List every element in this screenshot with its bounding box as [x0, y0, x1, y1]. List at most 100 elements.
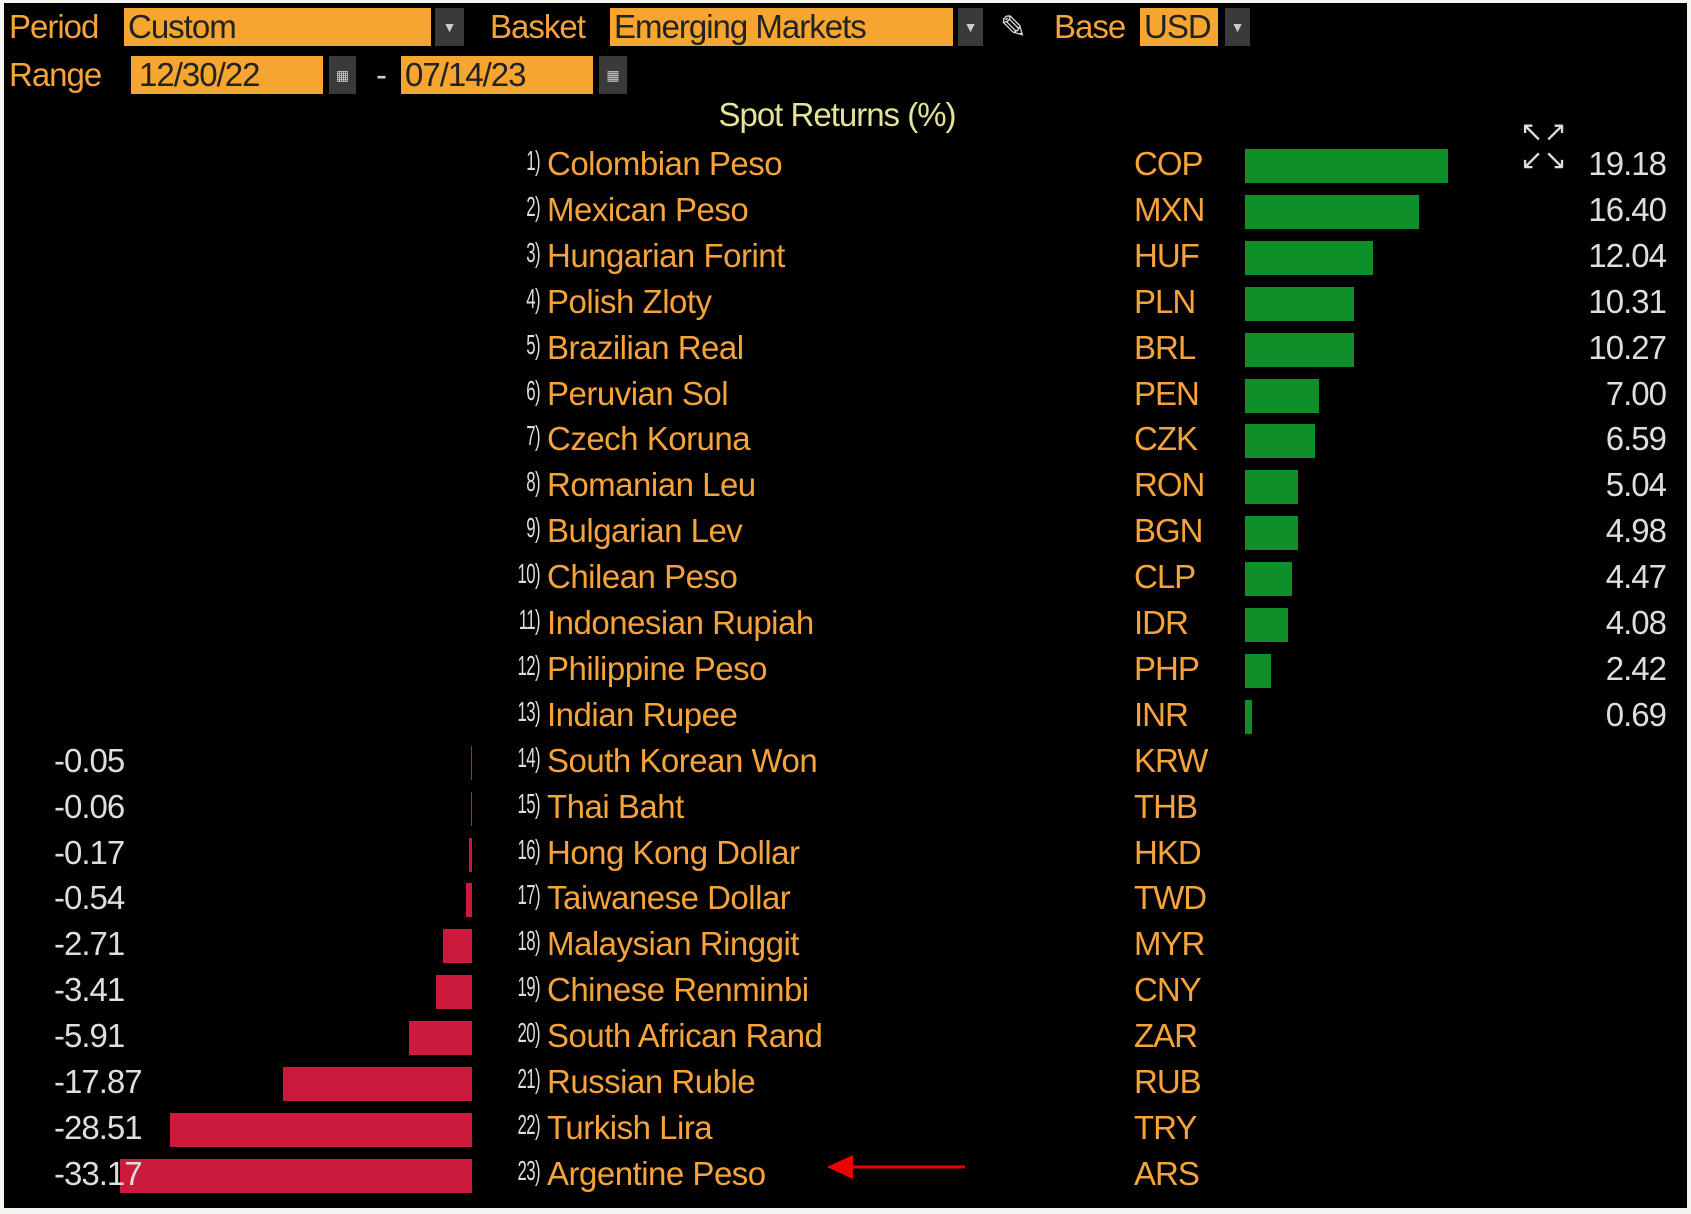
currency-name: Taiwanese Dollar: [547, 879, 791, 917]
rank-label: 5): [526, 328, 540, 360]
currency-code: COP: [1134, 145, 1204, 182]
value-label: -33.17: [54, 1154, 143, 1192]
pencil-icon[interactable]: ✎: [1000, 9, 1027, 45]
base-label: Base: [1054, 8, 1126, 45]
currency-code: BGN: [1134, 512, 1204, 550]
rank-label: 13): [517, 695, 541, 727]
currency-code: CZK: [1134, 420, 1198, 458]
currency-code: CLP: [1134, 558, 1196, 596]
rank-label: 7): [526, 420, 540, 452]
currency-name: Argentine Peso: [547, 1154, 766, 1192]
value-label: 12.04: [1588, 236, 1667, 274]
expand-icon[interactable]: ↖↗ ↙↘: [1520, 116, 1567, 175]
currency-code: THB: [1134, 787, 1198, 825]
rank-label: 9): [526, 512, 540, 544]
currency-code: PEN: [1134, 374, 1200, 412]
base-dropdown-chevron-icon[interactable]: ▼: [1225, 8, 1250, 46]
rank-label: 15): [517, 787, 541, 819]
range-end-input[interactable]: 07/14/23: [401, 56, 593, 94]
rank-label: 10): [517, 558, 541, 590]
value-label: 5.04: [1605, 466, 1667, 504]
basket-select[interactable]: Emerging Markets: [610, 8, 953, 46]
rank-label: 18): [517, 925, 541, 957]
bar-negative: [409, 1021, 472, 1056]
currency-code: PHP: [1134, 649, 1200, 687]
rank-label: 14): [517, 741, 541, 773]
period-label: Period: [9, 8, 99, 45]
value-label: 10.27: [1588, 328, 1667, 366]
rank-label: 21): [517, 1063, 541, 1094]
currency-code: RON: [1134, 466, 1205, 504]
currency-name: Bulgarian Lev: [547, 512, 743, 550]
calendar-icon[interactable]: ▦: [599, 56, 627, 94]
currency-code: INR: [1134, 695, 1189, 733]
bar-positive: [1245, 194, 1419, 229]
highlight-arrow-icon: [827, 1155, 965, 1179]
bar-positive: [1245, 240, 1373, 275]
currency-code: RUB: [1134, 1063, 1202, 1100]
range-start-input[interactable]: 12/30/22: [131, 56, 323, 94]
bar-negative: [471, 745, 472, 780]
value-label: 16.40: [1588, 190, 1667, 228]
currency-name: South Korean Won: [547, 741, 818, 779]
currency-code: IDR: [1134, 604, 1189, 641]
currency-code: ZAR: [1134, 1017, 1198, 1055]
currency-code: HKD: [1134, 833, 1202, 871]
currency-code: KRW: [1134, 741, 1208, 779]
value-label: -5.91: [54, 1017, 125, 1055]
rank-label: 11): [518, 604, 541, 635]
basket-label: Basket: [490, 8, 586, 45]
value-label: -3.41: [54, 971, 125, 1009]
currency-name: Indonesian Rupiah: [547, 604, 814, 641]
value-label: -2.71: [54, 925, 125, 963]
rank-label: 4): [526, 282, 540, 314]
period-dropdown-chevron-icon[interactable]: ▼: [435, 8, 464, 46]
rank-label: 19): [517, 971, 541, 1003]
bar-negative: [435, 975, 472, 1010]
bar-negative: [469, 837, 472, 872]
rank-label: 16): [517, 833, 541, 865]
currency-name: South African Rand: [547, 1017, 823, 1055]
currency-code: HUF: [1134, 236, 1200, 274]
currency-name: Polish Zloty: [547, 282, 712, 320]
calendar-icon[interactable]: ▦: [329, 56, 356, 94]
bar-positive: [1245, 608, 1289, 642]
currency-name: Indian Rupee: [547, 695, 738, 733]
bar-positive: [1245, 332, 1354, 367]
value-label: 19.18: [1588, 145, 1667, 182]
currency-name: Czech Koruna: [547, 420, 751, 458]
value-label: 7.00: [1605, 374, 1667, 412]
bar-positive: [1245, 286, 1355, 321]
chart-title: Spot Returns (%): [718, 96, 956, 133]
value-label: 2.42: [1605, 649, 1667, 687]
rank-label: 6): [526, 374, 540, 406]
basket-dropdown-chevron-icon[interactable]: ▼: [958, 8, 983, 46]
bar-negative: [443, 929, 472, 964]
value-label: 4.98: [1605, 512, 1667, 550]
value-label: -28.51: [54, 1108, 143, 1146]
currency-code: MYR: [1134, 925, 1205, 963]
currency-name: Turkish Lira: [547, 1108, 713, 1146]
currency-code: TRY: [1134, 1108, 1197, 1146]
value-label: -17.87: [54, 1063, 143, 1100]
range-separator: -: [376, 56, 387, 93]
value-label: -0.05: [54, 741, 125, 779]
currency-name: Hungarian Forint: [547, 236, 785, 274]
period-select[interactable]: Custom: [124, 8, 431, 46]
value-label: 6.59: [1605, 420, 1667, 458]
bar-positive: [1245, 424, 1315, 459]
currency-name: Russian Ruble: [547, 1063, 756, 1100]
value-label: 10.31: [1588, 282, 1667, 320]
currency-code: CNY: [1134, 971, 1202, 1009]
bar-positive: [1245, 562, 1293, 597]
bar-negative: [471, 791, 472, 826]
base-select[interactable]: USD: [1140, 8, 1218, 46]
bar-positive: [1245, 699, 1253, 734]
value-label: -0.54: [54, 879, 125, 917]
rank-label: 2): [526, 190, 540, 222]
currency-name: Malaysian Ringgit: [547, 925, 799, 963]
rank-label: 17): [517, 879, 541, 911]
rank-label: 12): [517, 649, 541, 681]
bar-positive: [1245, 516, 1298, 551]
currency-code: TWD: [1134, 879, 1207, 917]
